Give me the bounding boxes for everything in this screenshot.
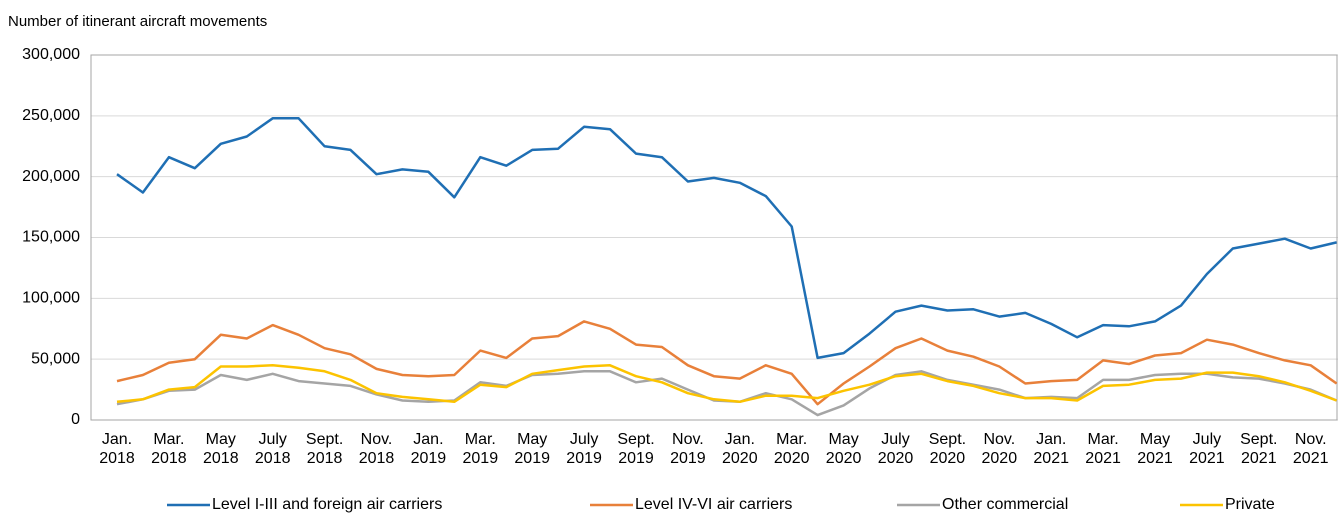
y-tick-label: 50,000 [31, 350, 80, 367]
x-tick-label: May 2018 [203, 431, 239, 467]
x-tick-label: Mar. 2021 [1085, 431, 1121, 467]
x-tick-label: July 2020 [878, 431, 914, 467]
y-tick-label: 150,000 [22, 229, 80, 246]
x-tick-label: May 2019 [514, 431, 550, 467]
x-tick-label: Jan. 2021 [1033, 431, 1069, 467]
x-tick-label: Jan. 2019 [411, 431, 447, 467]
y-tick-label: 200,000 [22, 168, 80, 185]
y-tick-label: 100,000 [22, 290, 80, 307]
y-axis-label: Number of itinerant aircraft movements [8, 13, 267, 30]
x-tick-label: Nov. 2021 [1293, 431, 1329, 467]
series-line [116, 117, 1337, 360]
x-tick-label: Sept. 2019 [617, 431, 654, 467]
x-tick-label: Mar. 2018 [151, 431, 187, 467]
series-line [116, 364, 1338, 404]
x-tick-label: Sept. 2018 [306, 431, 343, 467]
legend-label: Other commercial [942, 496, 1068, 513]
y-tick-label: 300,000 [22, 46, 80, 63]
x-tick-label: Mar. 2020 [774, 431, 810, 467]
legend-label: Level IV-VI air carriers [635, 496, 792, 513]
legend-label: Level I-III and foreign air carriers [212, 496, 442, 513]
x-tick-label: May 2021 [1137, 431, 1173, 467]
x-tick-label: July 2019 [566, 431, 602, 467]
x-tick-label: Nov. 2019 [670, 431, 706, 467]
x-tick-label: Sept. 2020 [929, 431, 966, 467]
x-tick-label: Mar. 2019 [463, 431, 499, 467]
x-tick-label: Jan. 2020 [722, 431, 758, 467]
x-tick-label: Jan. 2018 [99, 431, 135, 467]
y-tick-label: 250,000 [22, 107, 80, 124]
series-line [116, 320, 1338, 406]
x-tick-label: May 2020 [826, 431, 862, 467]
x-tick-label: Sept. 2021 [1240, 431, 1277, 467]
plot-frame [90, 54, 1338, 421]
x-tick-label: July 2021 [1189, 431, 1225, 467]
legend-label: Private [1225, 496, 1275, 513]
y-tick-label: 0 [71, 411, 80, 428]
x-tick-label: Nov. 2018 [359, 431, 395, 467]
x-tick-label: Nov. 2020 [982, 431, 1018, 467]
x-tick-label: July 2018 [255, 431, 291, 467]
